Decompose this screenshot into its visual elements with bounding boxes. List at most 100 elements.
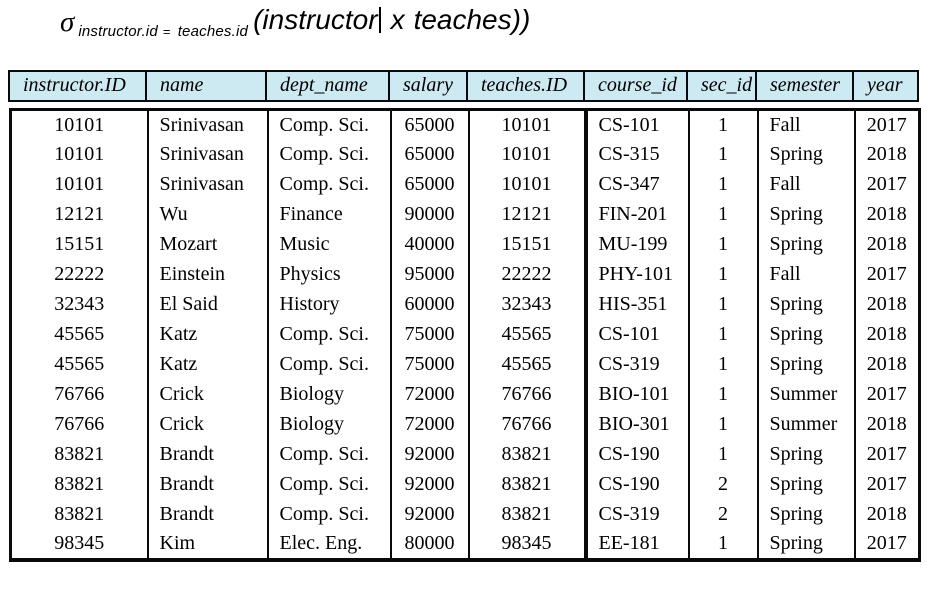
table-cell: 45565 <box>10 319 149 350</box>
table-cell: 75000 <box>390 319 470 350</box>
table-cell: 76766 <box>468 409 588 440</box>
table-cell: 2018 <box>866 413 907 435</box>
table-cell: Finance <box>267 199 392 230</box>
table-cell: Fall <box>757 259 856 290</box>
table-cell: 2017 <box>866 173 907 195</box>
table-cell: El Said <box>147 289 269 320</box>
table-cell: 75000 <box>390 349 470 380</box>
table-cell: Srinivasan <box>147 109 269 140</box>
result-table-header: instructor.ID name dept_name salary teaches.… <box>8 70 919 102</box>
sigma-selection-operator: σ <box>60 6 75 38</box>
table-row: 98345 Kim Elec. Eng. 80000 98345 EE-181 1 Sprin… <box>10 529 920 560</box>
text-cursor <box>378 7 381 33</box>
table-cell: 2018 <box>866 233 907 255</box>
table-cell: 60000 <box>390 289 470 320</box>
table-cell: EE-181 <box>585 529 690 560</box>
table-cell: Crick <box>147 409 269 440</box>
column-header-instructor-id: instructor.ID <box>9 71 147 101</box>
table-cell: MU-199 <box>585 229 690 260</box>
relational-algebra-expression: σ instructor.id = teaches.id (instructor x tea… <box>60 4 530 48</box>
table-cell: 1 <box>688 199 759 230</box>
cartesian-product-operator: x <box>390 4 405 35</box>
table-cell: 10101 <box>10 139 149 170</box>
table-cell: 90000 <box>390 199 470 230</box>
table-cell: 45565 <box>10 349 149 380</box>
table-cell: 1 <box>688 289 759 320</box>
table-cell: Brandt <box>147 439 269 470</box>
table-cell: PHY-101 <box>585 259 690 290</box>
table-cell: 65000 <box>390 169 470 200</box>
column-header-course-id: course_id <box>584 71 688 101</box>
table-cell: 65000 <box>390 139 470 170</box>
table-row: 10101 Srinivasan Comp. Sci. 65000 10101 CS-10… <box>10 109 920 140</box>
table-cell: 65000 <box>390 109 470 140</box>
table-cell: 12121 <box>468 199 588 230</box>
table-cell: 1 <box>688 409 759 440</box>
table-cell: 83821 <box>468 439 588 470</box>
table-cell: Comp. Sci. <box>267 439 392 470</box>
table-cell: CS-315 <box>585 139 690 170</box>
table-row: 76766 Crick Biology 72000 76766 BIO-101 1 Summe… <box>10 379 920 410</box>
table-cell: 2018 <box>866 293 907 315</box>
table-cell: 1 <box>688 349 759 380</box>
table-cell: 2018 <box>866 503 907 525</box>
table-row: 45565 Katz Comp. Sci. 75000 45565 CS-319 1 Spri… <box>10 349 920 380</box>
table-cell: 32343 <box>10 289 149 320</box>
table-cell: Spring <box>757 439 856 470</box>
table-row: 22222 Einstein Physics 95000 22222 PHY-101 1 Fa… <box>10 259 920 290</box>
table-cell: Brandt <box>147 499 269 530</box>
column-header-name: name <box>146 71 267 101</box>
table-cell: Physics <box>267 259 392 290</box>
table-cell: 92000 <box>390 499 470 530</box>
table-cell: CS-319 <box>585 349 690 380</box>
table-cell: CS-347 <box>585 169 690 200</box>
table-cell: 2018 <box>866 323 907 345</box>
table-cell: Fall <box>757 109 856 140</box>
table-cell: 72000 <box>390 379 470 410</box>
table-cell: 83821 <box>10 469 149 500</box>
table-row: 10101 Srinivasan Comp. Sci. 65000 10101 CS-31… <box>10 139 920 170</box>
table-cell: Summer <box>757 409 856 440</box>
table-cell: 2017 <box>866 473 907 495</box>
table-row: 32343 El Said History 60000 32343 HIS-351 1 Spr… <box>10 289 920 320</box>
table-cell: 45565 <box>468 319 588 350</box>
table-cell: Summer <box>757 379 856 410</box>
column-header-salary: salary <box>389 71 468 101</box>
table-cell: 2017 <box>866 443 907 465</box>
table-cell: 15151 <box>468 229 588 260</box>
table-cell: BIO-301 <box>585 409 690 440</box>
table-cell: 32343 <box>468 289 588 320</box>
equals-sign: = <box>162 24 171 39</box>
table-cell: Comp. Sci. <box>267 169 392 200</box>
table-cell: Spring <box>757 289 856 320</box>
column-header-semester: semester <box>756 71 854 101</box>
table-cell: 10101 <box>468 109 588 140</box>
table-cell: Wu <box>147 199 269 230</box>
table-cell: 83821 <box>10 439 149 470</box>
table-cell: Spring <box>757 139 856 170</box>
table-cell: Spring <box>757 499 856 530</box>
table-cell: 80000 <box>390 529 470 560</box>
table-cell: Spring <box>757 199 856 230</box>
relation-instructor: instructor <box>262 4 378 35</box>
table-cell: Comp. Sci. <box>267 349 392 380</box>
table-cell: CS-190 <box>585 469 690 500</box>
column-header-year: year <box>867 73 903 96</box>
table-cell: FIN-201 <box>585 199 690 230</box>
table-cell: 83821 <box>468 499 588 530</box>
table-cell: 98345 <box>468 529 588 560</box>
table-cell: 1 <box>688 229 759 260</box>
table-cell: Comp. Sci. <box>267 469 392 500</box>
table-cell: Spring <box>757 229 856 260</box>
table-cell: 2017 <box>866 532 907 554</box>
table-cell: Biology <box>267 409 392 440</box>
table-cell: Mozart <box>147 229 269 260</box>
table-row: 45565 Katz Comp. Sci. 75000 45565 CS-101 1 Spri… <box>10 319 920 350</box>
table-cell: 2017 <box>866 383 907 405</box>
table-cell: 12121 <box>10 199 149 230</box>
table-cell: Comp. Sci. <box>267 319 392 350</box>
table-cell: 95000 <box>390 259 470 290</box>
table-cell: CS-101 <box>585 109 690 140</box>
column-header-teaches-id: teaches.ID <box>467 71 585 101</box>
column-header-dept-name: dept_name <box>266 71 390 101</box>
